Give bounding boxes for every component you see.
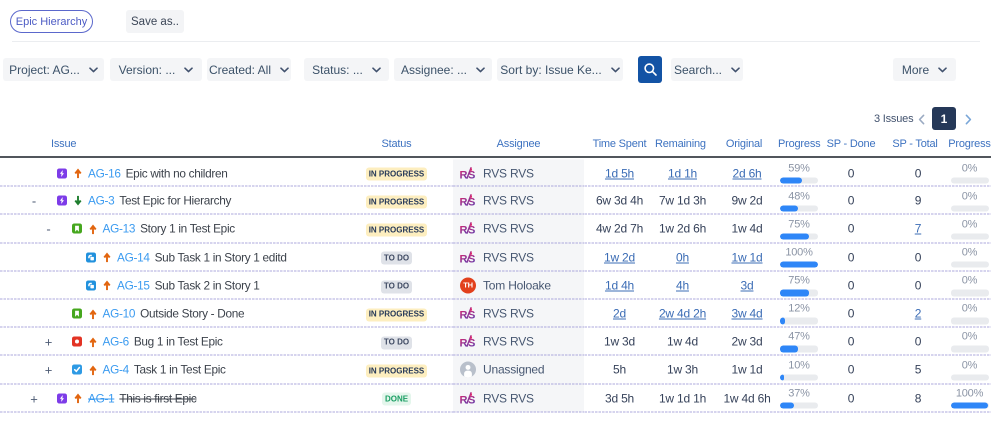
svg-text:R: R	[460, 338, 468, 350]
svg-text:R: R	[460, 169, 468, 181]
svg-text:S: S	[468, 197, 475, 209]
svg-text:R: R	[460, 310, 468, 322]
svg-text:S: S	[468, 338, 475, 350]
svg-text:S: S	[468, 169, 475, 181]
svg-text:S: S	[468, 310, 475, 322]
svg-text:S: S	[468, 253, 475, 265]
svg-text:R: R	[460, 197, 468, 209]
svg-text:S: S	[468, 225, 475, 237]
svg-text:R: R	[460, 394, 468, 406]
svg-text:S: S	[468, 394, 475, 406]
svg-text:R: R	[460, 225, 468, 237]
svg-text:R: R	[460, 253, 468, 265]
